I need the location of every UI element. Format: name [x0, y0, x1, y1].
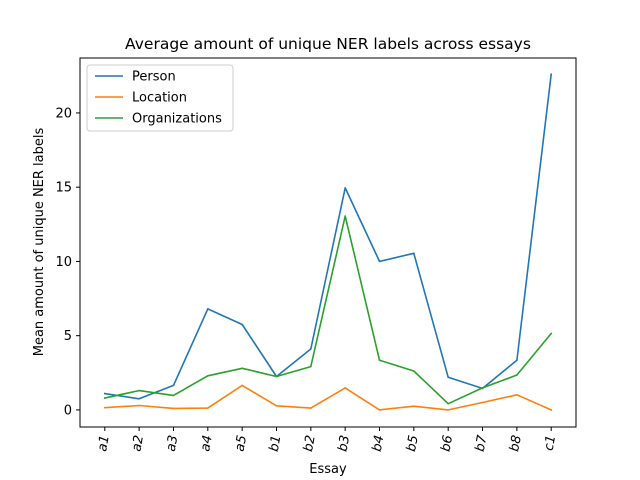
data-point-location-a1	[104, 406, 106, 409]
data-point-organizations-b6	[447, 402, 450, 405]
data-point-location-b5	[413, 405, 415, 408]
data-point-organizations-a2	[138, 389, 140, 392]
x-tick-label-b2: b2	[301, 434, 319, 453]
chart-title: Average amount of unique NER labels acro…	[125, 35, 531, 53]
y-tick-label-0: 0	[64, 403, 72, 418]
data-point-location-a3	[172, 407, 175, 410]
data-point-organizations-b4	[378, 359, 381, 362]
data-point-person-a3	[172, 384, 175, 387]
x-tick-label-a1: a1	[95, 434, 113, 453]
data-point-organizations-b7	[481, 387, 484, 389]
data-point-organizations-b5	[413, 370, 415, 372]
data-point-organizations-a1	[104, 397, 106, 399]
data-point-person-b4	[378, 260, 381, 263]
y-tick-label-5: 5	[64, 329, 72, 344]
legend-box	[86, 64, 234, 132]
data-point-location-b3	[344, 387, 347, 389]
data-point-person-a1	[104, 392, 106, 395]
x-tick-label-b7: b7	[473, 433, 491, 453]
data-point-location-b8	[516, 394, 518, 396]
legend-label-location: Location	[132, 91, 187, 106]
legend-label-person: Person	[132, 70, 176, 85]
data-point-location-b7	[481, 401, 484, 404]
data-point-location-b2	[310, 407, 312, 409]
x-tick-label-a2: a2	[129, 434, 147, 453]
series-line-person	[103, 73, 553, 400]
x-tick-label-b5: b5	[404, 434, 422, 453]
data-point-person-b5	[413, 252, 415, 255]
x-tick-label-b6: b6	[438, 434, 456, 453]
data-point-person-a2	[138, 398, 140, 400]
axes-frame	[79, 57, 577, 428]
x-tick-label-b4: b4	[370, 434, 388, 453]
series-line-organizations	[103, 215, 553, 405]
legend-label-organizations: Organizations	[132, 112, 222, 127]
x-tick-label-a4: a4	[198, 434, 216, 453]
data-point-location-c1	[550, 409, 552, 411]
data-point-organizations-c1	[550, 332, 552, 335]
axes: 0 5 10 15 20 a1 a2 a3 a4 a5 b1 b2 b3 b4 b5 b6 b7 b8 c1	[55, 57, 577, 453]
x-tick-label-a5: a5	[233, 434, 251, 453]
x-tick-label-b8: b8	[507, 434, 525, 453]
legend: Person Location Organizations	[86, 64, 234, 132]
y-tick-label-10: 10	[55, 255, 72, 270]
x-tick-label-b1: b1	[267, 434, 285, 453]
data-point-person-b6	[447, 376, 450, 379]
x-tick-label-b3: b3	[335, 434, 353, 453]
data-point-person-a4	[207, 308, 209, 310]
y-tick-label-15: 15	[55, 181, 72, 196]
data-point-organizations-b2	[310, 365, 312, 368]
series-line-location	[103, 384, 553, 411]
plot-area	[103, 73, 553, 411]
y-axis-label: Mean amount of unique NER labels	[32, 128, 47, 357]
x-tick-label-a3: a3	[164, 434, 182, 453]
data-point-person-b2	[310, 348, 312, 350]
data-point-person-c1	[550, 73, 552, 76]
data-point-location-b6	[447, 409, 450, 411]
data-point-person-b3	[344, 187, 347, 189]
data-point-organizations-a4	[207, 375, 209, 377]
data-point-location-a4	[207, 407, 209, 409]
x-tick-label-c1: c1	[542, 434, 559, 452]
data-point-organizations-a3	[172, 394, 175, 397]
data-point-location-b1	[275, 405, 278, 407]
data-point-organizations-b1	[275, 375, 278, 378]
data-point-organizations-a5	[241, 367, 243, 370]
data-point-location-a2	[138, 404, 140, 407]
data-point-location-a5	[241, 384, 243, 387]
data-point-organizations-b8	[516, 374, 518, 376]
data-point-organizations-b3	[344, 215, 347, 217]
x-axis-label: Essay	[309, 462, 347, 477]
y-tick-label-20: 20	[55, 106, 72, 121]
data-point-person-a5	[241, 323, 243, 326]
data-point-location-b4	[378, 409, 381, 411]
data-point-person-b8	[516, 359, 518, 362]
